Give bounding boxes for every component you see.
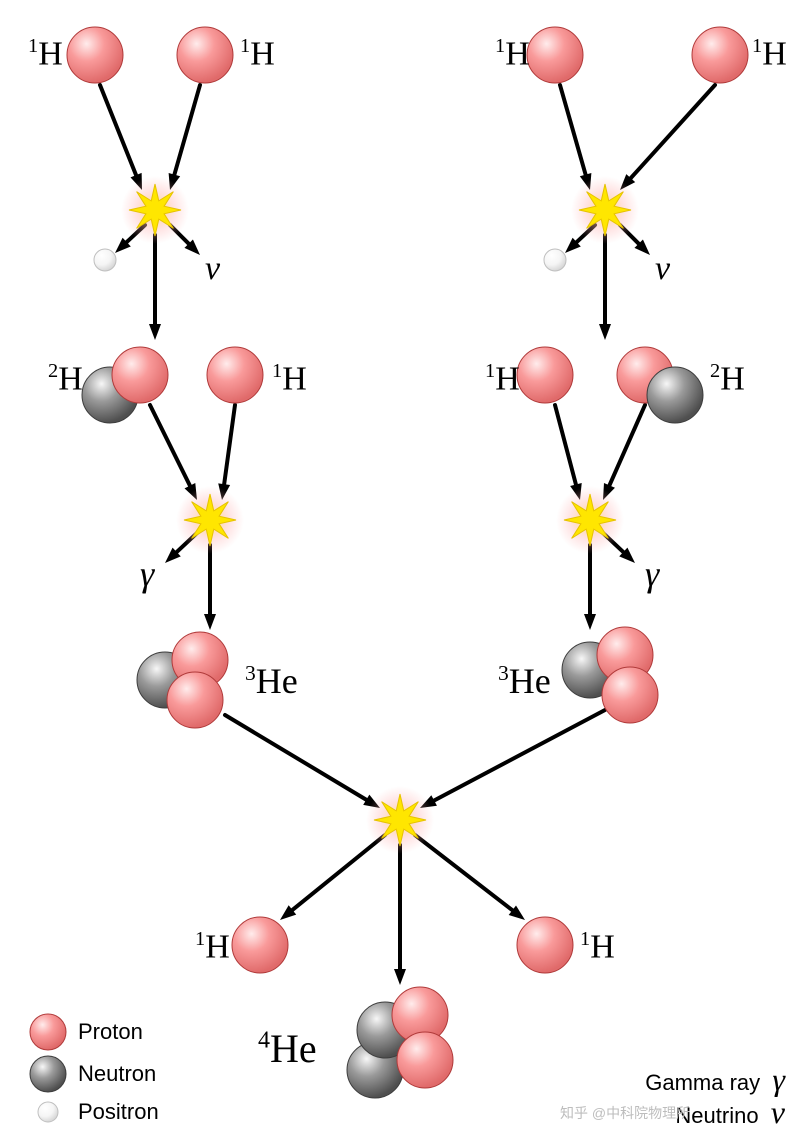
legend-item-neutron: Neutron	[28, 1054, 156, 1094]
proton-particle	[112, 347, 168, 403]
arrow-shaft	[292, 835, 385, 910]
arrow-head	[204, 614, 216, 630]
fusion-star-icon	[564, 494, 616, 546]
proton-particle	[527, 27, 583, 83]
proton-particle	[67, 27, 123, 83]
proton-particle	[232, 917, 288, 973]
greek-symbol-label: ν	[205, 250, 220, 288]
isotope-label: 1H	[752, 35, 787, 73]
positron-particle	[94, 249, 116, 271]
proton-particle	[207, 347, 263, 403]
isotope-label: 3He	[498, 660, 551, 702]
legend-label: Proton	[78, 1019, 143, 1045]
neutron-icon	[30, 1056, 66, 1092]
isotope-label: 2H	[48, 360, 83, 398]
legend-label: Positron	[78, 1099, 159, 1125]
arrow-head	[149, 324, 161, 340]
proton-particle	[397, 1032, 453, 1088]
isotope-label: 2H	[710, 360, 745, 398]
positron-icon	[38, 1102, 58, 1122]
proton-particle	[167, 672, 223, 728]
arrow-head	[584, 614, 596, 630]
greek-symbol-label: ν	[655, 250, 670, 288]
arrow-shaft	[100, 85, 136, 175]
proton-particle	[517, 347, 573, 403]
isotope-label: 1H	[485, 360, 520, 398]
fusion-star-icon	[374, 794, 426, 846]
isotope-label: 1H	[240, 35, 275, 73]
isotope-label: 1H	[495, 35, 530, 73]
arrow-shaft	[555, 405, 576, 485]
proton-particle	[692, 27, 748, 83]
arrow-shaft	[631, 85, 715, 178]
legend-label: Neutron	[78, 1061, 156, 1087]
greek-symbol-label: γ	[645, 553, 659, 595]
arrow-shaft	[150, 405, 190, 486]
diagram-canvas	[0, 0, 800, 1143]
fusion-star-icon	[184, 494, 236, 546]
isotope-label: 1H	[272, 360, 307, 398]
positron-particle	[544, 249, 566, 271]
isotope-label: 1H	[28, 35, 63, 73]
isotope-label: 1H	[580, 928, 615, 966]
proton-particle	[517, 917, 573, 973]
arrow-head	[599, 324, 611, 340]
arrow-shaft	[224, 405, 235, 484]
arrow-shaft	[560, 85, 586, 175]
isotope-label: 4He	[258, 1025, 317, 1072]
arrow-shaft	[434, 710, 605, 801]
proton-particle	[177, 27, 233, 83]
isotope-label: 1H	[195, 928, 230, 966]
greek-symbol-label: γ	[140, 553, 154, 595]
fusion-star-icon	[129, 184, 181, 236]
proton-particle	[602, 667, 658, 723]
arrow-shaft	[415, 835, 512, 910]
fusion-star-icon	[579, 184, 631, 236]
legend-item-gamma-ray: Gamma ray γ	[565, 1061, 785, 1098]
watermark: 知乎 @中科院物理所	[560, 1103, 690, 1123]
legend-item-positron: Positron	[28, 1092, 159, 1132]
arrow-shaft	[609, 405, 645, 485]
stars-layer	[121, 176, 639, 854]
arrow-head	[394, 969, 406, 985]
isotope-label: 3He	[245, 660, 298, 702]
arrow-shaft	[174, 85, 200, 175]
proton-icon	[30, 1014, 66, 1050]
legend-item-proton: Proton	[28, 1012, 143, 1052]
arrow-shaft	[225, 715, 366, 800]
neutron-particle	[647, 367, 703, 423]
